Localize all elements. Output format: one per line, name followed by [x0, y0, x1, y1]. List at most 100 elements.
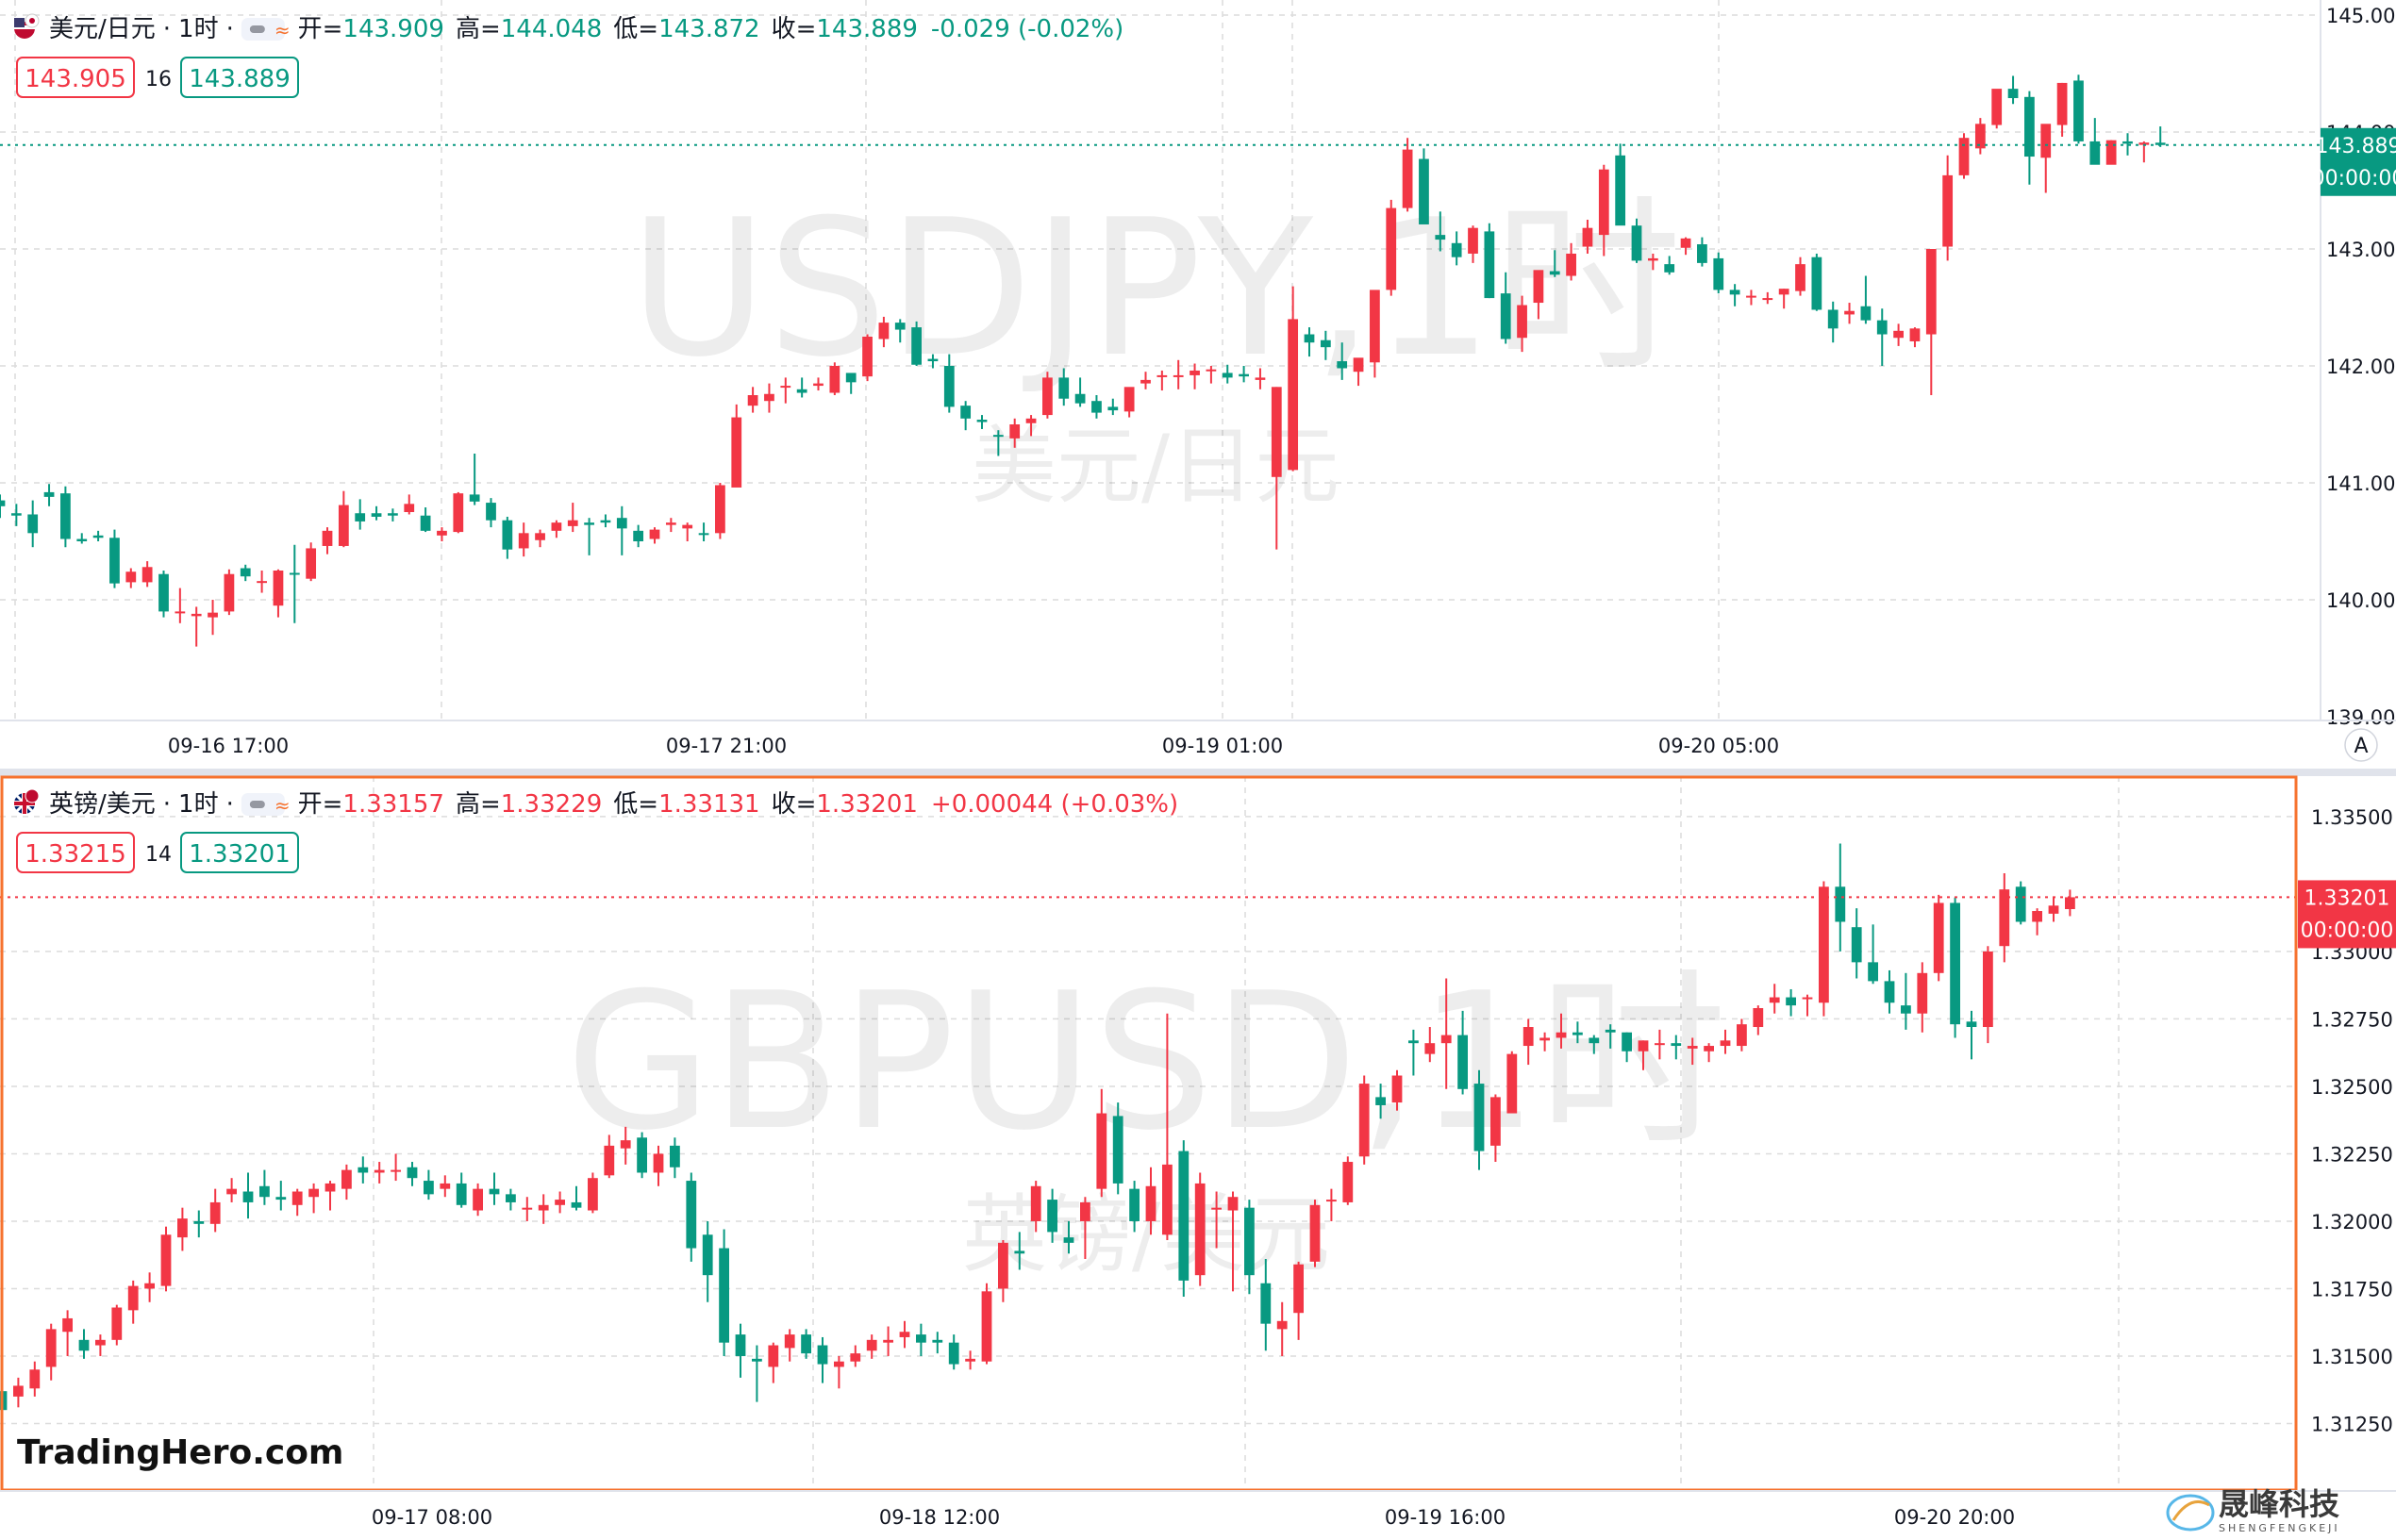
candle [932, 1332, 943, 1354]
candle-body [486, 503, 496, 521]
usdjpy-pane[interactable]: USDJPY,1时 美元/日元 145.000144.000143.000142… [0, 0, 2396, 762]
candle [1983, 946, 1993, 1044]
candle-body [1893, 330, 1904, 339]
usdjpy-legend: 美元/日元 · 1时 · ≈ 开=143.909 高=144.048 低=143.8… [14, 13, 1123, 98]
gbpusd-sell-box-frame[interactable] [16, 832, 135, 873]
candle-body [1107, 406, 1119, 411]
price-tick-label: 139.000 [2326, 706, 2396, 729]
candle [473, 1183, 483, 1217]
candle [1762, 291, 1773, 305]
candle-body [1802, 997, 1813, 1000]
candle-body [571, 1201, 582, 1208]
candle [1190, 363, 1200, 389]
candle-body [1408, 1040, 1419, 1044]
price-tick-label: 1.32250 [2311, 1143, 2393, 1166]
candle-body [1664, 264, 1675, 273]
candle-body [1844, 310, 1855, 315]
gbpusd-sell-box[interactable]: 1.33215 [16, 832, 135, 873]
candle-body [141, 567, 153, 583]
gbpusd-pane[interactable]: GBPUSD,1时 英镑/美元 1.335001.330001.327501.3… [0, 775, 2396, 1529]
candle [1484, 223, 1495, 299]
usdjpy-spread: 16 [145, 68, 172, 91]
usdjpy-last-price-bg [2321, 127, 2396, 196]
pill-toggle-icon[interactable]: ≈ [241, 18, 291, 41]
candle-body [193, 1220, 205, 1224]
candle-body [1112, 1116, 1123, 1184]
candle-body [780, 386, 791, 389]
candle [518, 522, 529, 557]
candle [1309, 1200, 1321, 1267]
candle [1917, 962, 1928, 1033]
usdjpy-buy-box-frame[interactable] [180, 57, 299, 98]
candle [0, 494, 6, 519]
candle-body [322, 530, 333, 546]
candle [1958, 133, 1970, 179]
candle-body [894, 323, 906, 330]
pill-toggle-icon[interactable]: ≈ [241, 793, 291, 817]
candle-body [420, 515, 431, 531]
auto-scale-button[interactable] [2344, 728, 2378, 762]
candle [588, 1172, 598, 1214]
candle-body [191, 613, 202, 617]
usdjpy-symbol-name[interactable]: 美元/日元 [49, 15, 156, 43]
usdjpy-price-axis-bg[interactable] [2321, 0, 2396, 720]
candle-body [2155, 142, 2166, 145]
gbpusd-buy-box[interactable]: 1.33201 [180, 832, 299, 873]
candle [1271, 387, 1282, 550]
gbpusd-symbol-name[interactable]: 英镑/美元 [49, 790, 156, 819]
candle-body [0, 500, 6, 506]
candle-body [2007, 89, 2019, 99]
price-tick-label: 1.32750 [2311, 1008, 2393, 1031]
usdjpy-watermark-symbol: USDJPY,1时 [629, 179, 1682, 399]
candle [275, 1181, 287, 1211]
candle-body [391, 1169, 401, 1172]
usdjpy-buy-box[interactable]: 143.889 [180, 57, 299, 98]
candle-body [817, 1345, 828, 1365]
usdjpy-price-axis[interactable]: 145.000144.000143.000142.000141.000140.0… [2312, 0, 2396, 729]
candle [1391, 1069, 1403, 1111]
candle-body [1746, 295, 1756, 298]
candle-body [358, 1167, 369, 1173]
candle-body [764, 393, 774, 402]
candle-body [388, 513, 398, 516]
usdjpy-interval[interactable]: 1时 [178, 15, 219, 43]
gbpusd-price-axis[interactable]: 1.335001.330001.327501.325001.322501.320… [2298, 776, 2396, 1491]
candle [10, 504, 22, 526]
candle [1009, 418, 1021, 448]
shengfeng-logo-en: SHENGFENGKEJI [2219, 1522, 2340, 1534]
candle [1753, 1005, 1764, 1035]
usdjpy-sell-box[interactable]: 143.905 [16, 57, 135, 98]
candle-body [76, 538, 88, 541]
price-tick-label: 1.31250 [2311, 1413, 2393, 1435]
candle-body [0, 1391, 8, 1411]
candle-body [2032, 911, 2042, 922]
candle [1337, 342, 1348, 380]
candle [992, 430, 1004, 456]
candle-body [813, 383, 824, 387]
candle-body [1342, 1162, 1354, 1202]
usdjpy-time-axis[interactable]: 09-16 17:00 09-17 21:00 09-19 01:00 09-20 0… [0, 720, 2396, 762]
pane-separator[interactable] [0, 769, 2396, 776]
gbpusd-plot-area[interactable] [0, 776, 2298, 1491]
candle-body [1074, 393, 1086, 404]
candle-body [1835, 886, 1846, 922]
gbpusd-interval[interactable]: 1时 [178, 790, 219, 819]
candle-body [1156, 374, 1168, 377]
candle-body [1386, 207, 1397, 290]
gbpusd-buy-box-frame[interactable] [180, 832, 299, 873]
candle-body [1239, 373, 1249, 377]
candle [649, 527, 660, 544]
candle [1631, 218, 1642, 263]
candle [1925, 249, 1937, 395]
candle-body [1222, 373, 1233, 378]
candle [1974, 118, 1986, 155]
candle [829, 362, 840, 395]
candle-body [1868, 962, 1878, 982]
candle [784, 1329, 795, 1362]
usdjpy-sell-box-frame[interactable] [16, 57, 135, 98]
candle-body [374, 1169, 385, 1173]
gbpusd-time-axis[interactable]: 09-17 08:00 09-18 12:00 09-19 16:00 09-20 2… [0, 1490, 2396, 1529]
ohlc-high-label: 高= [456, 15, 501, 43]
candle-body [1326, 1200, 1337, 1202]
candle [1419, 148, 1429, 224]
